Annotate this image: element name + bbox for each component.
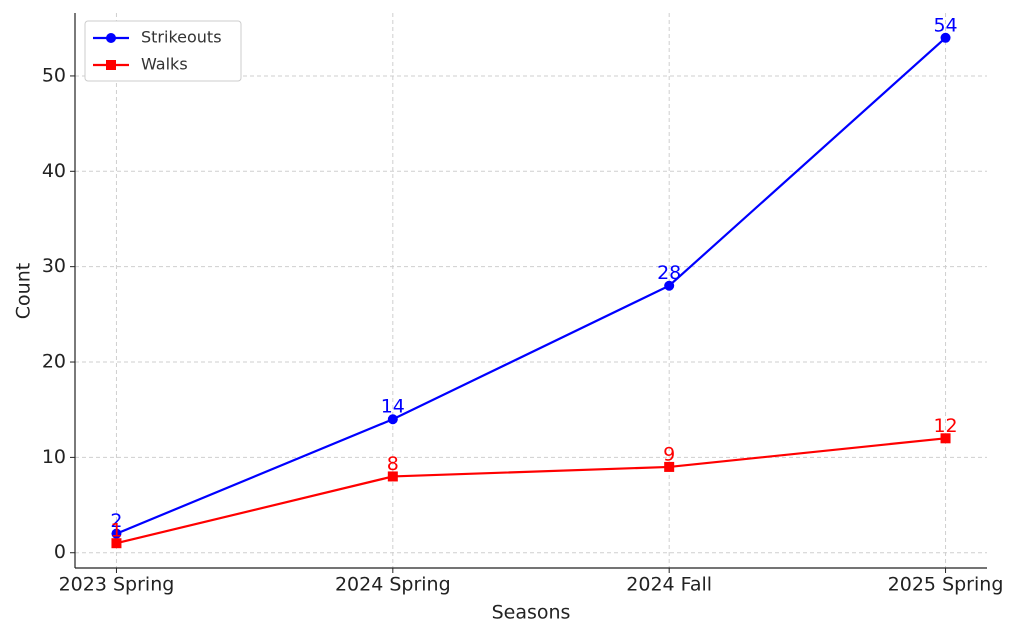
x-axis-label: Seasons bbox=[492, 602, 571, 624]
marker bbox=[387, 471, 398, 482]
legend: Strikeouts Walks bbox=[84, 20, 242, 82]
legend-marker bbox=[106, 33, 116, 43]
marker bbox=[111, 538, 122, 549]
data-label: 2 bbox=[110, 510, 122, 532]
x-tick-label: 2024 Fall bbox=[626, 574, 712, 596]
y-axis-label: Count bbox=[13, 263, 35, 319]
marker bbox=[940, 32, 951, 43]
y-tick-label: 20 bbox=[42, 351, 66, 373]
marker bbox=[387, 414, 398, 425]
y-tick-label: 30 bbox=[42, 255, 66, 277]
x-tick-label: 2023 Spring bbox=[59, 574, 175, 596]
legend-label: Strikeouts bbox=[141, 28, 222, 47]
series-line bbox=[116, 437, 946, 545]
data-label: 54 bbox=[933, 14, 957, 36]
y-tick-label: 50 bbox=[42, 64, 66, 86]
marker bbox=[664, 461, 675, 472]
y-tick-label: 40 bbox=[42, 160, 66, 182]
data-label: 14 bbox=[381, 396, 405, 418]
series-line bbox=[116, 36, 947, 535]
data-label: 1 bbox=[110, 520, 122, 542]
data-label: 8 bbox=[387, 453, 399, 475]
data-label: 28 bbox=[657, 262, 681, 284]
data-label: 9 bbox=[663, 443, 675, 465]
legend-label: Walks bbox=[141, 55, 188, 74]
marker bbox=[664, 280, 675, 291]
marker bbox=[940, 433, 951, 444]
data-label: 12 bbox=[933, 415, 957, 437]
legend-marker bbox=[106, 60, 116, 70]
marker bbox=[111, 528, 122, 539]
y-tick-label: 0 bbox=[54, 541, 66, 563]
y-tick-label: 10 bbox=[42, 446, 66, 468]
x-tick-label: 2024 Spring bbox=[335, 574, 451, 596]
x-tick-label: 2025 Spring bbox=[888, 574, 1004, 596]
